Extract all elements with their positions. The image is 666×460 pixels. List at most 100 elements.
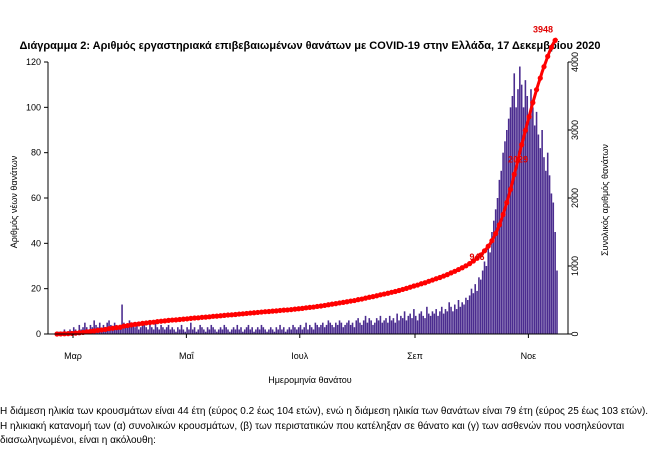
bar [245, 327, 248, 334]
cumulative-point [284, 307, 291, 313]
bar [481, 270, 484, 334]
cumulative-point [504, 200, 510, 206]
bar [465, 297, 467, 334]
bar [178, 329, 181, 334]
bar [539, 148, 542, 334]
bar [156, 327, 159, 334]
bar [407, 315, 410, 334]
bar [502, 152, 504, 334]
bar [530, 89, 532, 334]
bar [552, 202, 555, 334]
bar [546, 152, 549, 334]
bar [329, 322, 332, 334]
bar [139, 327, 142, 334]
bar [346, 322, 348, 334]
bar [243, 329, 246, 334]
bar [452, 311, 454, 334]
x-tick-label: Σεπ [407, 351, 423, 361]
bar [264, 329, 266, 334]
bar [312, 329, 315, 334]
cumulative-point [270, 308, 276, 314]
bar [487, 247, 490, 334]
bar [236, 324, 239, 334]
bar [349, 324, 352, 334]
bar [468, 295, 471, 334]
cumulative-point [552, 37, 558, 43]
bar [279, 324, 281, 334]
cumulative-point [533, 87, 540, 93]
bar [550, 193, 553, 334]
bar [260, 324, 263, 334]
bar [485, 266, 488, 334]
bar [431, 311, 434, 334]
bar [403, 311, 406, 334]
bar [242, 331, 244, 334]
bar [320, 324, 322, 334]
bar [394, 322, 397, 334]
y-tick-label: 80 [31, 148, 41, 158]
bar [84, 322, 86, 334]
bar [158, 329, 161, 334]
bar [459, 306, 462, 334]
bar [506, 130, 508, 334]
bar [284, 331, 287, 334]
bar [427, 313, 430, 334]
bar [190, 322, 192, 334]
cumulative-point [199, 314, 205, 320]
cumulative-point [191, 315, 198, 321]
bar [368, 318, 371, 334]
bar [355, 320, 358, 334]
bar [362, 320, 365, 334]
bar [214, 329, 216, 334]
bar [480, 279, 482, 334]
bar [141, 322, 144, 334]
bar [392, 318, 395, 334]
bar [197, 329, 200, 334]
bar [379, 315, 382, 334]
bar [301, 329, 304, 334]
bar [446, 311, 449, 334]
bar [234, 329, 237, 334]
bar [405, 320, 408, 334]
bar [498, 179, 501, 334]
cumulative-point [530, 100, 536, 106]
bar [290, 329, 292, 334]
bar [273, 331, 276, 334]
bar [247, 324, 250, 334]
cumulative-point [188, 315, 194, 321]
bar [303, 327, 305, 334]
bar [364, 315, 367, 334]
bar [117, 329, 120, 334]
cumulative-point [262, 309, 268, 315]
body-text-line-2: Η ηλικιακή κατανομή των (α) συνολικών κρ… [0, 421, 625, 432]
cumulative-point [113, 325, 120, 331]
chart-title: Διάγραμμα 2: Αριθμός εργαστηριακά επιβεβ… [19, 40, 601, 52]
bar [556, 270, 558, 334]
bar [288, 327, 291, 334]
bar [325, 324, 328, 334]
bar [537, 134, 540, 334]
cumulative-point [481, 248, 488, 254]
bar [543, 157, 545, 334]
bar [151, 327, 153, 334]
bar [204, 331, 207, 334]
bar [149, 324, 151, 334]
cumulative-point [478, 252, 484, 258]
bar [474, 284, 477, 334]
bar [535, 111, 538, 335]
bar [182, 329, 185, 334]
bar [268, 329, 270, 334]
cumulative-point [500, 211, 506, 218]
bar [548, 175, 551, 334]
y2-tick-label: 0 [570, 331, 580, 336]
body-text-line-3: διασωληνωμένοι, είναι η ακόλουθη: [0, 435, 156, 446]
bar [470, 288, 473, 334]
cumulative-point [158, 318, 164, 324]
bar [184, 331, 187, 334]
y2-tick-label: 1000 [570, 256, 580, 276]
cumulative-point [169, 317, 175, 323]
bar [307, 329, 309, 334]
cumulative-point [307, 304, 313, 311]
cumulative-point [467, 261, 473, 267]
bar [195, 331, 198, 334]
